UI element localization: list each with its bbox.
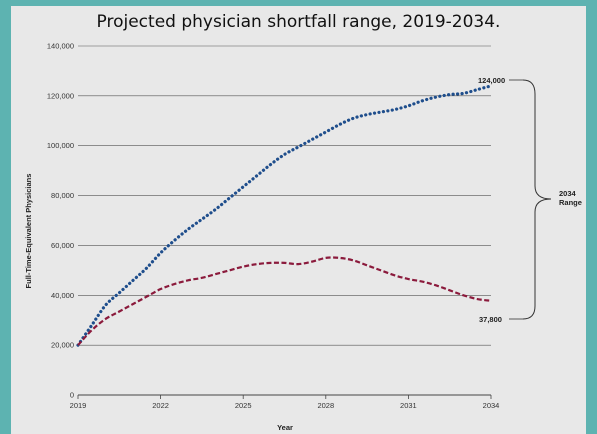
upper-projection-line: [76, 84, 493, 347]
chart-title: Projected physician shortfall range, 201…: [96, 12, 501, 32]
y-tick-label: 0: [70, 391, 74, 400]
range-label-text: Range: [559, 198, 582, 207]
gridlines: [78, 45, 491, 396]
y-tick-label: 100,000: [47, 141, 74, 150]
y-tick-label: 40,000: [51, 291, 74, 300]
lower-projection-line: [77, 256, 492, 346]
x-tick-label: 2025: [235, 401, 252, 410]
y-tick-label: 120,000: [47, 91, 74, 100]
x-tick-label: 2022: [152, 401, 169, 410]
x-tick-label: 2034: [483, 401, 500, 410]
range-label-year: 2034: [559, 189, 577, 198]
x-tick-label: 2028: [317, 401, 334, 410]
x-tick-label: 2019: [70, 401, 87, 410]
line-chart: 0 20,000 40,000 60,000 80,000 100,000 120,000 1…: [24, 42, 582, 433]
x-tick-label: 2031: [400, 401, 417, 410]
chart-frame: Projected physician shortfall range, 201…: [11, 6, 586, 434]
y-axis-ticks: 0 20,000 40,000 60,000 80,000 100,000 120,000 1…: [47, 42, 74, 400]
series-lines: [76, 84, 493, 347]
upper-end-label: 124,000: [478, 76, 505, 85]
lower-end-label: 37,800: [479, 315, 502, 324]
y-axis-title: Full-Time-Equivalent Physicians: [24, 174, 33, 289]
y-tick-label: 80,000: [51, 191, 74, 200]
x-axis-ticks: 2019 2022 2025 2028 2031 2034: [70, 395, 500, 410]
range-brace: [522, 79, 552, 320]
range-annotations: 124,000 37,800 2034 Range: [478, 76, 582, 324]
y-tick-label: 20,000: [51, 341, 74, 350]
y-tick-label: 60,000: [51, 241, 74, 250]
y-tick-label: 140,000: [47, 42, 74, 51]
x-axis-title: Year: [277, 423, 293, 432]
